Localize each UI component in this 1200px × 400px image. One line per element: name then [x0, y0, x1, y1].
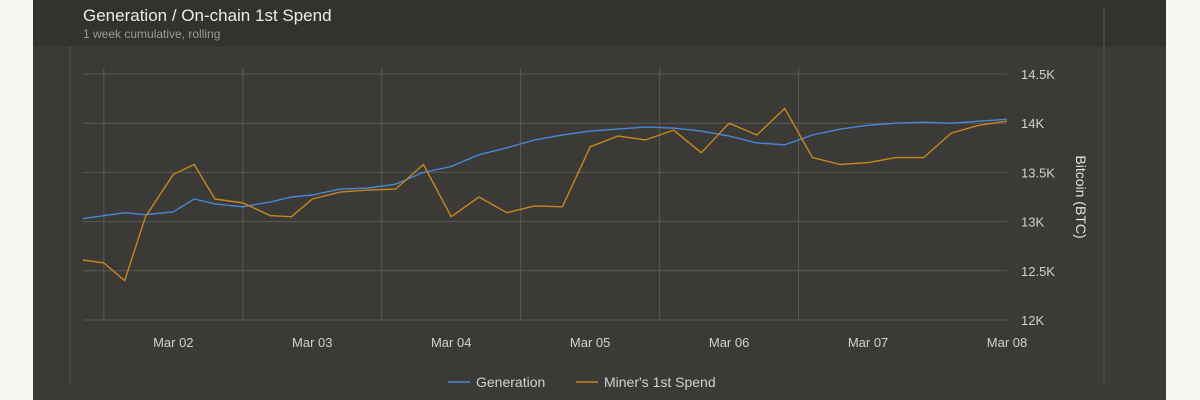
chart-header: Generation / On-chain 1st Spend 1 week c…: [33, 0, 1166, 46]
x-tick-label: Mar 02: [153, 335, 193, 350]
chart-title: Generation / On-chain 1st Spend: [83, 6, 332, 25]
x-tick-label: Mar 03: [292, 335, 332, 350]
series-line-miners-1st-spend: [82, 107, 1008, 282]
legend-label: Generation: [476, 374, 545, 390]
grid: [83, 68, 1007, 321]
legend-item-miners-1st-spend[interactable]: Miner's 1st Spend: [576, 374, 716, 390]
plot-frame: [69, 8, 1105, 384]
legend[interactable]: Generation Miner's 1st Spend: [448, 374, 716, 390]
x-tick-label: Mar 04: [431, 335, 471, 350]
y-axis-title: Bitcoin (BTC): [1073, 155, 1089, 238]
x-axis-ticks: Mar 02 Mar 03 Mar 04 Mar 05 Mar 06 Mar 07 Mar …: [153, 335, 1027, 350]
y-tick-label: 13K: [1021, 215, 1044, 230]
chart-subtitle: 1 week cumulative, rolling: [83, 27, 221, 41]
series-line-generation: [82, 118, 1008, 220]
x-tick-label: Mar 08: [987, 335, 1027, 350]
y-tick-label: 12.5K: [1021, 264, 1055, 279]
y-tick-label: 14.5K: [1021, 67, 1055, 82]
series-lines: [82, 107, 1008, 282]
legend-item-generation[interactable]: Generation: [448, 374, 545, 390]
legend-label: Miner's 1st Spend: [604, 374, 716, 390]
y-tick-label: 12K: [1021, 313, 1044, 328]
y-tick-label: 14K: [1021, 116, 1044, 131]
y-tick-label: 13.5K: [1021, 165, 1055, 180]
x-tick-label: Mar 05: [570, 335, 610, 350]
x-tick-label: Mar 07: [848, 335, 888, 350]
y-axis-ticks: 12K 12.5K 13K 13.5K 14K 14.5K: [1021, 67, 1055, 328]
x-tick-label: Mar 06: [709, 335, 749, 350]
